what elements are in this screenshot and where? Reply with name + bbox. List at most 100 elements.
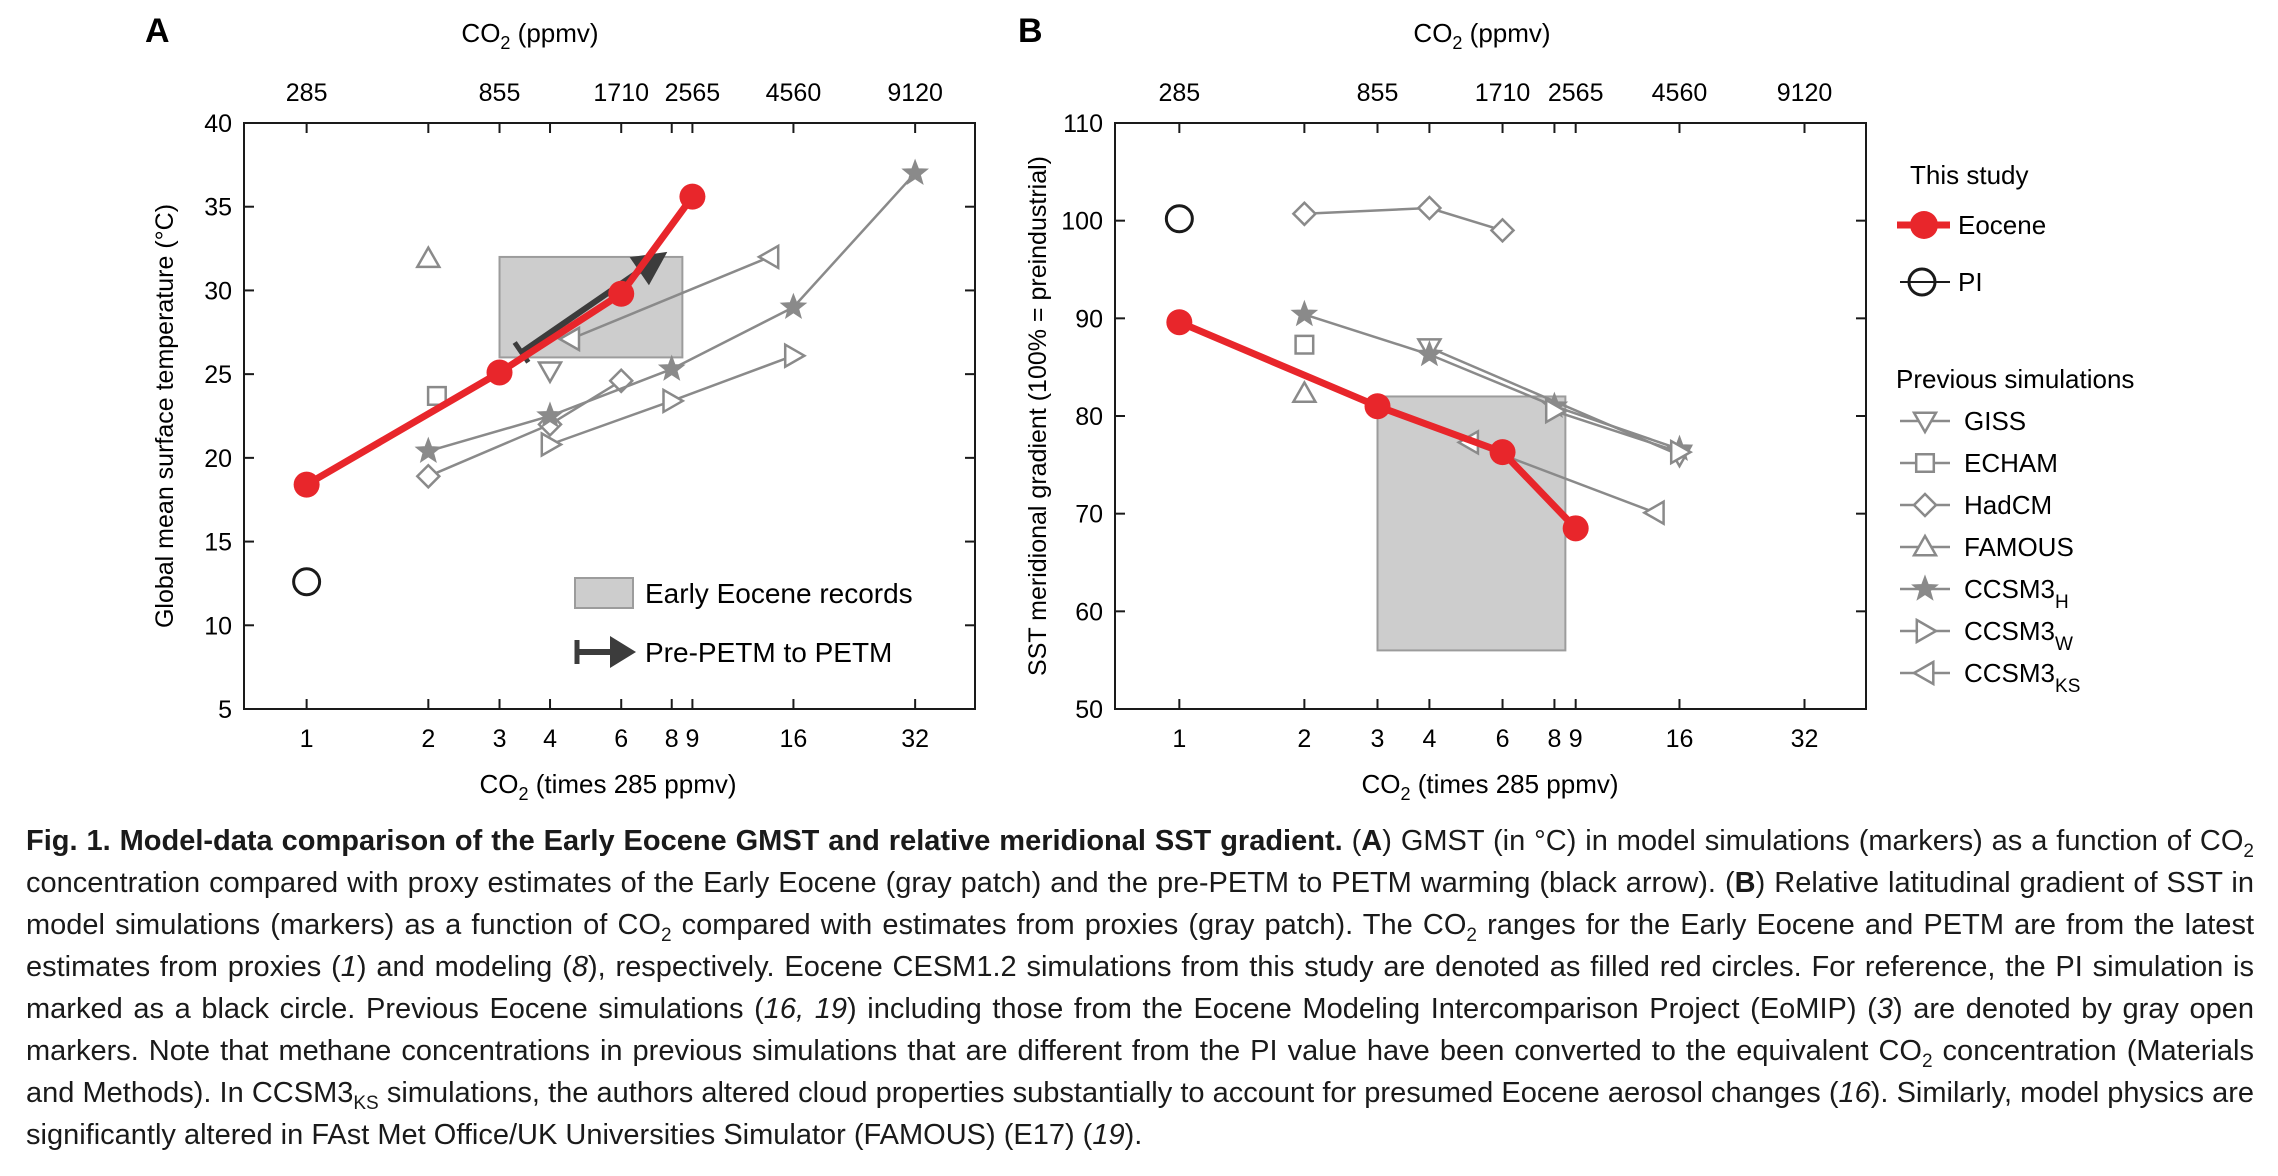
panel-b-x-tick-label: 2	[1297, 725, 1311, 753]
caption-co2: CO	[617, 909, 661, 941]
panel-b-top-tick-label: 285	[1158, 79, 1200, 107]
panel-a-top-tick-label: 4560	[766, 79, 822, 107]
legend-triangle-down-icon	[1911, 411, 1939, 435]
panel-a-label: A	[145, 12, 170, 50]
legend-previous-label: HadCM	[1964, 490, 2052, 520]
panel-b-x-tick-label: 16	[1666, 725, 1694, 753]
panel-a-pi-point	[292, 567, 322, 597]
caption-a-label: A	[1361, 825, 1383, 857]
panel-b-x-tick-label: 8	[1547, 725, 1561, 753]
panel-b-x-tick-label: 32	[1791, 725, 1819, 753]
panel-a-y-tick-label: 25	[204, 361, 232, 389]
legend-triangle-right-icon	[1915, 617, 1939, 645]
panel-a-x-tick-label: 4	[543, 725, 557, 753]
panel-b-legend: This study Eocene PI Previous simulation…	[1896, 160, 2134, 697]
panel-a-x-tick-label: 6	[614, 725, 628, 753]
panel-b-x-axis-title: CO2 (times 285 ppmv)	[1361, 769, 1618, 804]
legend-previous-label: CCSM3W	[1964, 616, 2073, 655]
panel-a-top-tick-label: 2565	[665, 79, 721, 107]
panel-a-eocene-line	[304, 194, 696, 488]
caption-b-label: B	[1734, 867, 1756, 899]
caption-text-7: ), respectively. Eocene CESM1.2 simulati…	[26, 951, 2254, 1025]
panel-a-giss-point	[536, 361, 564, 385]
panel-b-eocene-point	[1364, 393, 1391, 420]
caption-text-9: ) are denoted by gray open markers. Note…	[26, 993, 2254, 1067]
panel-a-eocene-point	[486, 359, 513, 386]
panel-a-x-tick-label: 16	[780, 725, 808, 753]
panel-a-ccsm3-w-point	[540, 431, 564, 458]
panel-b-top-tick-label: 1710	[1475, 79, 1531, 107]
panel-b-top-axis-title: CO2 (ppmv)	[1413, 18, 1550, 53]
panel-a-x-tick-label: 2	[421, 725, 435, 753]
panel-a-x-tick-label: 9	[685, 725, 699, 753]
panel-a-ccsm3-h-point	[657, 354, 686, 381]
figure-caption: Fig. 1. Model-data comparison of the Ear…	[26, 825, 2254, 1151]
panel-a-eocene-point	[608, 280, 635, 307]
panel-b-eocene-line	[1177, 318, 1579, 531]
legend-pi-icon	[1900, 267, 1950, 297]
panel-b-x-tick-label: 3	[1371, 725, 1385, 753]
legend-previous-label: CCSM3H	[1964, 574, 2069, 613]
panel-b-top-tick-label: 855	[1357, 79, 1399, 107]
caption-sub-ks: KS	[353, 1092, 379, 1114]
panel-b-pi-point	[1164, 204, 1194, 234]
panel-b-top-tick-label: 4560	[1652, 79, 1708, 107]
panel-a-legend: Early Eocene records Pre-PETM to PETM	[574, 577, 913, 668]
caption-co2: CO	[1878, 1035, 1922, 1067]
panel-a-x-tick-label: 32	[901, 725, 929, 753]
panel-a-x-tick-label: 3	[493, 725, 507, 753]
legend-arrow-label: Pre-PETM to PETM	[645, 637, 892, 668]
panel-a-x-tick-label: 1	[300, 725, 314, 753]
legend-records-swatch	[574, 577, 634, 609]
panel-b-ccsm3-h-point	[1290, 299, 1319, 327]
panel-b-y-tick-label: 90	[1075, 305, 1103, 333]
caption-sub: 2	[1466, 924, 1477, 946]
panel-b-top-tick-label: 2565	[1548, 79, 1604, 107]
legend-pi-label: PI	[1958, 267, 1983, 297]
legend-triangle-up-icon	[1911, 533, 1939, 557]
panel-a-ccsm3-h-point	[536, 401, 564, 428]
panel-a-ccsm3-w-point	[662, 387, 686, 415]
panel-a-y-axis-title: Global mean surface temperature (°C)	[151, 204, 179, 628]
legend-eocene-icon	[1897, 211, 1950, 239]
caption-ref: 8	[571, 951, 588, 983]
panel-b-ccsm3-w-point	[1544, 397, 1568, 425]
panel-b-y-tick-label: 50	[1075, 696, 1103, 724]
caption-ref: 16	[1838, 1077, 1871, 1109]
caption-co2: CO	[2199, 825, 2244, 857]
panel-b-x-tick-label: 6	[1496, 725, 1510, 753]
caption-ref: 19	[1092, 1119, 1125, 1151]
caption-sub: 2	[1921, 1050, 1933, 1072]
caption-text-6: ) and modeling (	[356, 951, 572, 983]
panel-b-ccsm3-h-line	[1304, 313, 1680, 451]
caption-text-10: concentration (Materials and Methods). I…	[26, 1035, 2254, 1109]
panel-a-eocene-point	[679, 183, 706, 210]
caption-fig-label: Fig. 1.	[26, 825, 111, 857]
panel-a-famous-point	[415, 245, 442, 269]
panel-a-x-axis-title: CO2 (times 285 ppmv)	[479, 769, 736, 804]
panel-b-eocene-point	[1562, 515, 1589, 542]
panel-b-y-tick-label: 110	[1063, 110, 1103, 138]
panel-a-x-tick-label: 8	[665, 725, 679, 753]
panel-a-top-tick-label: 285	[286, 79, 328, 107]
panel-b-eocene-point	[1166, 309, 1193, 336]
panel-b-label: B	[1018, 12, 1043, 50]
legend-diamond-icon	[1912, 492, 1938, 518]
panel-a-ccsm3-ks-point	[756, 243, 780, 271]
panel-b-hadcm-line	[1304, 206, 1503, 232]
panel-a-ccsm3-w-point	[783, 342, 807, 369]
panel-a-y-tick-label: 15	[204, 529, 232, 557]
panel-b-x-tick-label: 1	[1172, 725, 1186, 753]
panel-a-ccsm3-h-point	[779, 292, 808, 319]
panel-b-hadcm-point	[1489, 217, 1516, 244]
panel-b-eocene-point	[1489, 439, 1516, 466]
legend-previous-label: ECHAM	[1964, 448, 2058, 478]
panel-b-y-axis-title: SST meridional gradient (100% = preindus…	[1024, 156, 1052, 676]
panel-a-hadcm-point	[415, 463, 442, 490]
legend-square-icon	[1914, 452, 1936, 474]
panel-a-petm-arrow-head	[629, 251, 668, 286]
